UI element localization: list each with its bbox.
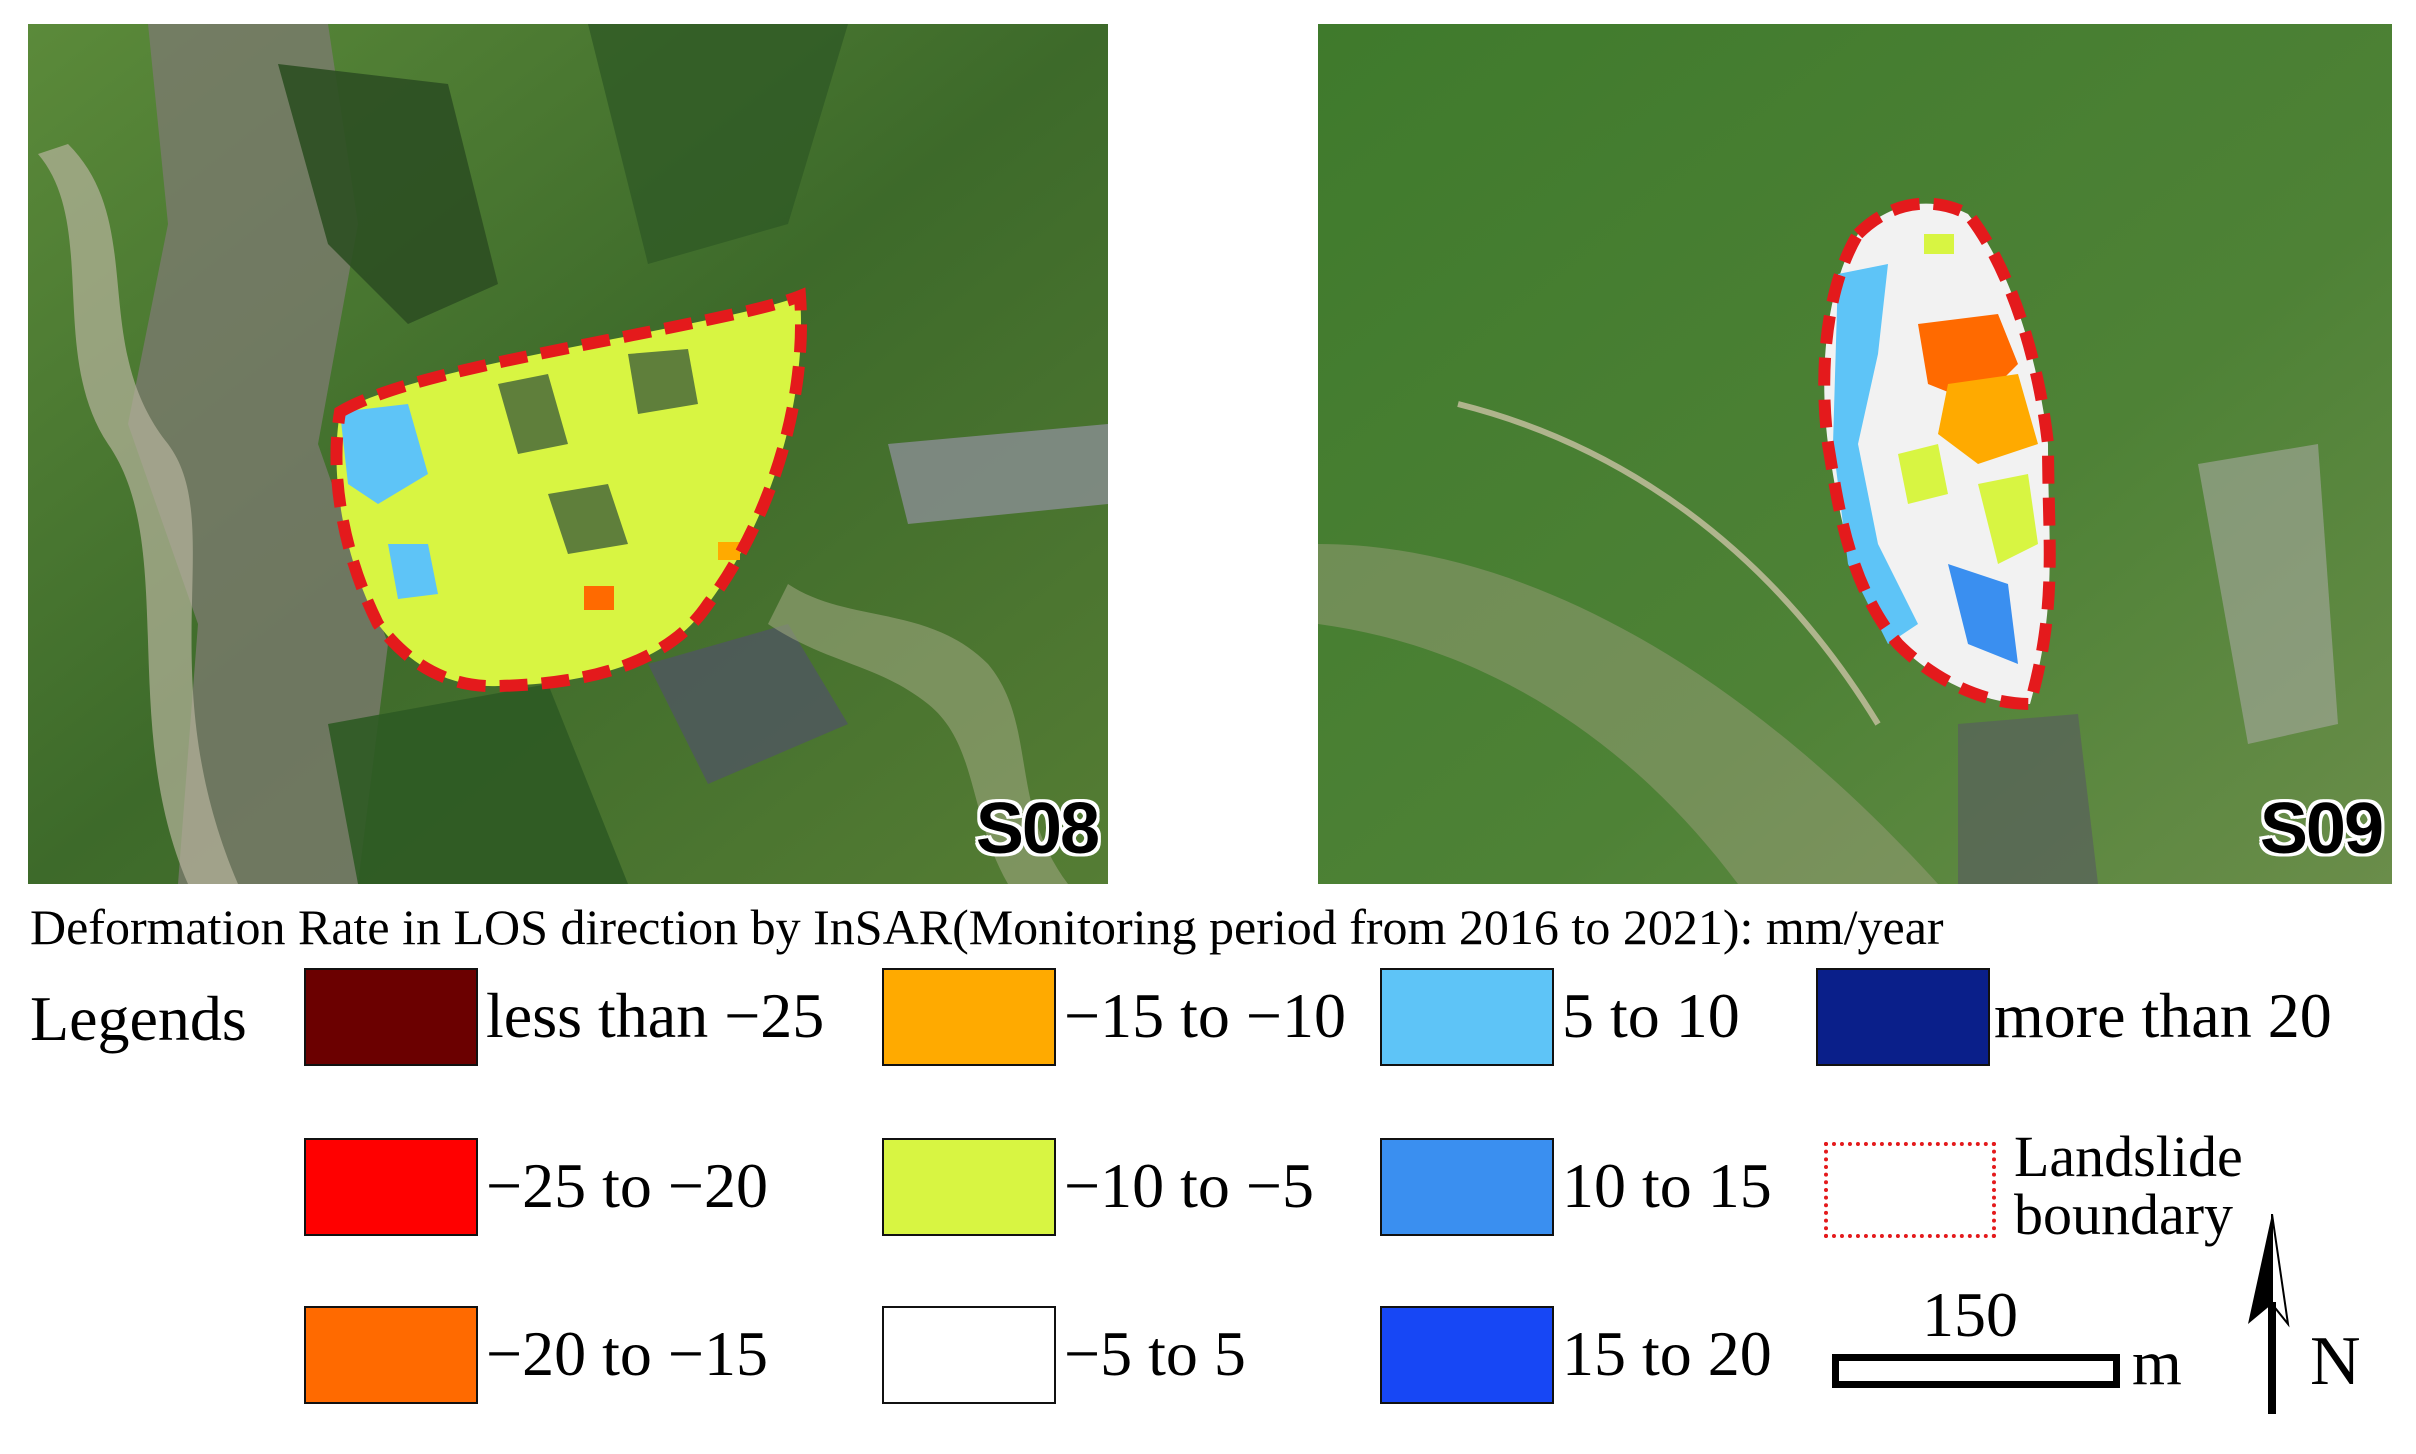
legend-swatch [1380,968,1554,1066]
legend-label: −25 to −20 [486,1150,768,1221]
panel-label-s08: S08 [975,789,1100,869]
legend-label: 10 to 15 [1562,1150,1772,1221]
legend-swatch [882,1138,1056,1236]
scale-bar [1832,1354,2120,1388]
landslide-boundary-swatch [1824,1142,1996,1238]
scale-bar-unit: m [2132,1327,2182,1398]
map-panel-s09: S09 [1318,24,2392,884]
legend-swatch [882,968,1056,1066]
panel-label-s09: S09 [2259,789,2384,869]
satellite-image-s08 [28,24,1108,884]
satellite-image-s09 [1318,24,2392,884]
legend-caption: Deformation Rate in LOS direction by InS… [30,899,1944,955]
legend-swatch [882,1306,1056,1404]
legend-swatch [1380,1306,1554,1404]
north-label: N [2310,1323,2361,1400]
north-arrow-icon [2248,1214,2290,1414]
legend-label: −5 to 5 [1064,1318,1246,1389]
map-panel-s08: S08 [28,24,1108,884]
scale-bar-value: 150 [1922,1279,2018,1350]
legend-swatch [1816,968,1990,1066]
legend-label: less than −25 [486,980,825,1051]
legend-label: 5 to 10 [1562,980,1740,1051]
legend-swatch [304,968,478,1066]
legend-label: −20 to −15 [486,1318,768,1389]
legend-swatch [1380,1138,1554,1236]
legend-label: more than 20 [1994,980,2332,1051]
landslide-boundary-label: Landslide boundary [2014,1124,2243,1247]
legends-title: Legends [30,983,247,1054]
legend-swatch [304,1306,478,1404]
legend-label: −15 to −10 [1064,980,1346,1051]
legend-label: 15 to 20 [1562,1318,1772,1389]
legend-swatch [304,1138,478,1236]
legend-label: −10 to −5 [1064,1150,1314,1221]
